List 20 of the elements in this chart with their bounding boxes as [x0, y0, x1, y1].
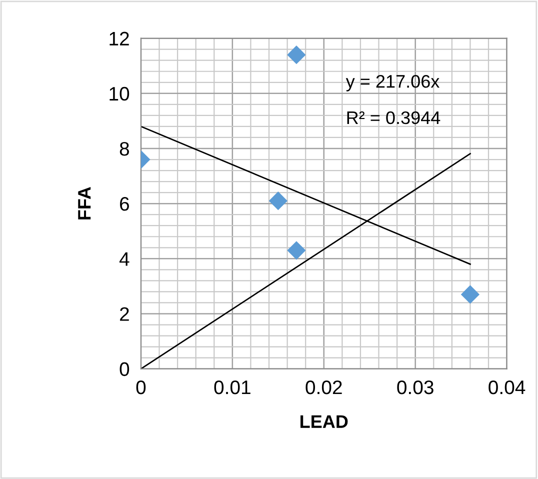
y-tick-label: 10	[110, 86, 130, 101]
y-tick-label: 0	[120, 362, 130, 376]
y-tick-label: 8	[120, 142, 129, 156]
x-tick-label: 0	[136, 380, 146, 394]
point	[460, 285, 480, 304]
x-tick-label: 0.04	[488, 380, 526, 394]
x-tick-label: 0.03	[397, 380, 434, 394]
point	[287, 241, 306, 260]
point	[268, 192, 288, 210]
point	[287, 46, 306, 64]
x-axis-title: LEAD	[300, 415, 348, 428]
y-tick-label: 6	[120, 197, 129, 211]
y-tick-label: 2	[120, 307, 129, 321]
y-axis-title: FFA	[78, 187, 91, 220]
x-tick-label: 0.02	[306, 380, 342, 394]
annotation: y = 217.06x	[346, 75, 440, 92]
x-tick-label: 0.01	[214, 380, 250, 394]
annotation: R² = 0.3944	[347, 111, 440, 124]
y-tick-label: 4	[119, 252, 130, 266]
y-tick-label: 12	[110, 32, 129, 46]
